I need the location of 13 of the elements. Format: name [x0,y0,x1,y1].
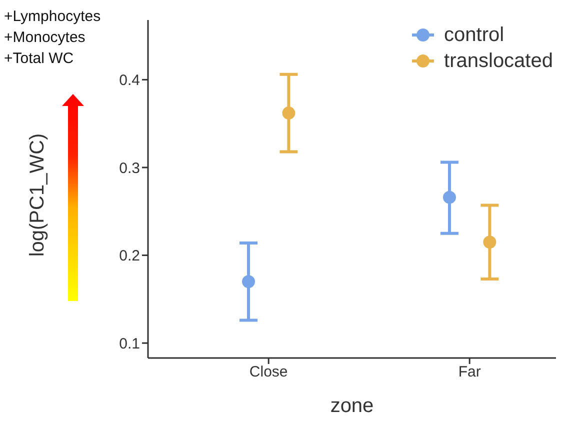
y-axis-title: log(PC1_WC) [26,133,50,257]
y-tick-label: 0.3 [119,160,140,177]
x-tick-label: Far [458,364,481,381]
legend-label: control [444,24,504,46]
text: +Monocytes [4,28,86,48]
text: +Total WC [4,49,75,69]
y-tick-label: 0.1 [119,335,140,352]
legend-label: translocated [444,50,553,72]
y-tick-label: 0.2 [119,248,140,265]
y-tick-label: 0.4 [119,72,140,90]
x-axis-title: zone [330,395,374,417]
text: +Lymphocytes [4,7,101,27]
x-tick-label: Close [249,364,288,381]
